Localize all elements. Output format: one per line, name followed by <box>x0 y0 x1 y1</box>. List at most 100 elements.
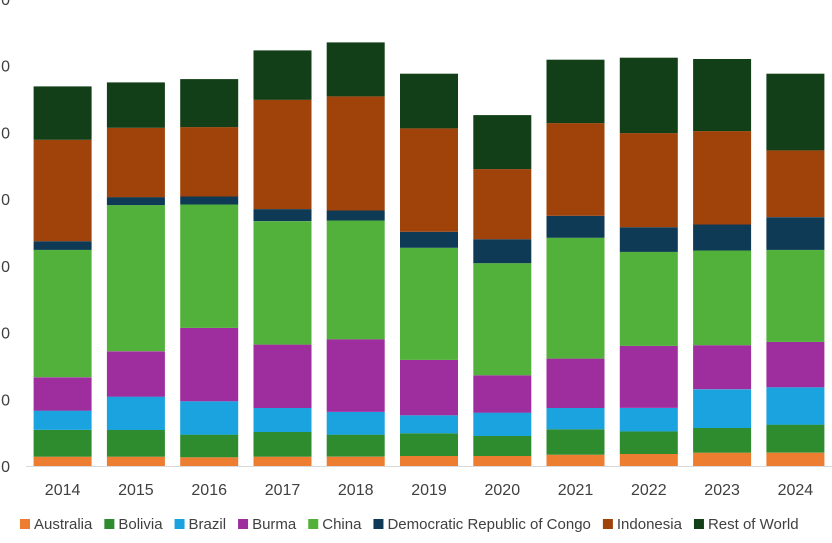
bar-segment-brazil <box>766 387 825 425</box>
bar-segment-china <box>619 251 678 346</box>
bar-segment-australia <box>766 452 825 466</box>
bar-segment-brazil <box>473 412 532 436</box>
bar-segment-indonesia <box>33 139 92 242</box>
legend-swatch <box>308 519 319 529</box>
y-tick-label: 0 <box>1 392 10 409</box>
bar-segment-australia <box>473 456 532 466</box>
legend-item: Brazil <box>174 516 226 533</box>
bar-segment-bolivia <box>253 432 312 457</box>
bar-segment-democratic-republic-of-congo <box>106 197 165 206</box>
legend-label: Rest of World <box>708 516 799 533</box>
bar-segment-rest-of-world <box>253 50 312 100</box>
bar-stacks <box>33 42 825 466</box>
x-tick-label: 2014 <box>45 482 81 499</box>
legend-item: Burma <box>238 516 297 533</box>
bar-segment-australia <box>693 452 752 466</box>
bar-segment-bolivia <box>400 433 458 456</box>
legend-item: Bolivia <box>104 516 163 533</box>
legend-label: Democratic Republic of Congo <box>387 516 590 533</box>
bar-segment-burma <box>766 341 825 388</box>
bar-segment-china <box>546 237 605 359</box>
x-tick-label: 2017 <box>265 482 301 499</box>
bar-segment-democratic-republic-of-congo <box>180 196 239 205</box>
bar-segment-rest-of-world <box>400 73 458 129</box>
bar-stack-2021 <box>546 59 605 466</box>
bar-segment-rest-of-world <box>326 42 385 97</box>
bar-segment-indonesia <box>473 169 532 240</box>
legend-label: Burma <box>252 516 297 533</box>
x-tick-label: 2016 <box>191 482 227 499</box>
bar-segment-indonesia <box>180 127 239 197</box>
bar-segment-indonesia <box>619 133 678 228</box>
bar-segment-brazil <box>693 389 752 428</box>
legend-swatch <box>20 519 30 529</box>
bar-stack-2014 <box>33 86 92 466</box>
bar-stack-2023 <box>693 59 752 466</box>
bar-segment-burma <box>400 359 458 416</box>
legend-swatch <box>373 519 384 529</box>
bar-segment-australia <box>326 456 385 466</box>
bar-segment-brazil <box>106 396 165 430</box>
bar-segment-australia <box>619 454 678 466</box>
y-tick-label: 0 <box>1 459 10 476</box>
bar-segment-australia <box>106 456 165 466</box>
bar-segment-burma <box>253 344 312 408</box>
legend-swatch <box>104 519 115 529</box>
bar-segment-burma <box>180 327 239 402</box>
bar-segment-burma <box>619 345 678 408</box>
bar-segment-china <box>326 220 385 340</box>
y-tick-label: 0 <box>1 59 10 76</box>
bar-segment-bolivia <box>473 436 532 456</box>
bar-segment-bolivia <box>326 434 385 457</box>
bar-segment-democratic-republic-of-congo <box>253 209 312 222</box>
x-tick-label: 2020 <box>485 482 521 499</box>
bar-stack-2015 <box>106 82 165 466</box>
bar-segment-bolivia <box>106 430 165 457</box>
bar-segment-brazil <box>619 408 678 432</box>
legend-label: Australia <box>34 516 93 533</box>
bar-segment-indonesia <box>400 128 458 232</box>
bar-segment-china <box>106 205 165 352</box>
bar-segment-indonesia <box>253 99 312 210</box>
bar-segment-rest-of-world <box>106 82 165 128</box>
bar-stack-2016 <box>180 79 239 466</box>
bar-segment-australia <box>546 454 605 466</box>
bar-segment-bolivia <box>693 428 752 453</box>
x-tick-label: 2024 <box>778 482 814 499</box>
bar-segment-bolivia <box>766 424 825 453</box>
bar-segment-burma <box>473 375 532 413</box>
legend-swatch <box>602 519 613 529</box>
y-tick-label: 0 <box>1 326 10 343</box>
legend-swatch <box>693 519 704 529</box>
bar-segment-china <box>473 263 532 376</box>
bar-segment-china <box>766 249 825 342</box>
bar-segment-brazil <box>326 412 385 435</box>
legend-item: Democratic Republic of Congo <box>373 516 591 533</box>
bar-segment-bolivia <box>546 429 605 455</box>
bar-stack-2020 <box>473 115 532 466</box>
bar-segment-china <box>693 250 752 346</box>
bar-segment-rest-of-world <box>180 79 239 128</box>
y-tick-label: 0 <box>1 192 10 209</box>
bar-segment-australia <box>33 456 92 466</box>
bar-segment-brazil <box>33 410 92 430</box>
bar-segment-china <box>253 221 312 345</box>
bar-segment-bolivia <box>619 431 678 454</box>
bar-segment-brazil <box>180 401 239 435</box>
x-tick-label: 2015 <box>118 482 154 499</box>
legend-label: Bolivia <box>118 516 163 533</box>
x-tick-label: 2023 <box>704 482 740 499</box>
bar-segment-democratic-republic-of-congo <box>400 231 458 248</box>
bar-segment-indonesia <box>693 131 752 225</box>
bar-segment-bolivia <box>33 430 92 457</box>
bar-segment-australia <box>253 456 312 466</box>
y-axis: 0 0 0 0 0 0 0 0 <box>1 0 10 476</box>
bar-stack-2022 <box>619 57 678 466</box>
y-tick-label: 0 <box>1 259 10 276</box>
bar-segment-china <box>400 247 458 360</box>
legend-label: Indonesia <box>617 516 683 533</box>
x-tick-label: 2021 <box>558 482 594 499</box>
bar-segment-brazil <box>400 415 458 434</box>
bar-segment-burma <box>33 377 92 411</box>
